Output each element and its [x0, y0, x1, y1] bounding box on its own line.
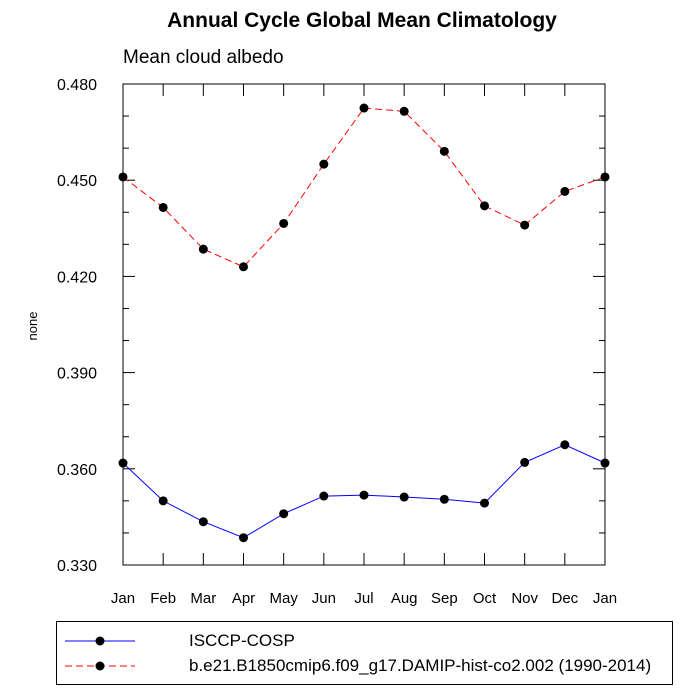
x-tick-label: Mar: [190, 590, 216, 607]
x-tick-label: May: [269, 590, 298, 607]
x-tick-label: Oct: [473, 590, 497, 607]
x-tick-label: Nov: [511, 590, 538, 607]
series-2-point: [439, 146, 449, 156]
x-tick-label: Apr: [232, 590, 255, 607]
series-1-point: [198, 517, 208, 527]
chart-subtitle: Mean cloud albedo: [123, 47, 284, 68]
x-tick-label: Jan: [593, 590, 617, 607]
legend-label-series-2: b.e21.B1850cmip6.f09_g17.DAMIP-hist-co2.…: [189, 656, 652, 675]
series-2-point: [279, 218, 289, 228]
series-1-point: [118, 458, 128, 468]
x-tick-label: Feb: [150, 590, 176, 607]
y-tick-label: 0.420: [57, 269, 97, 286]
x-tick-label: Dec: [551, 590, 578, 607]
series-1-point: [560, 440, 570, 450]
series-2-point: [480, 201, 489, 211]
x-tick-label: Jun: [312, 590, 336, 607]
series-2-point: [520, 220, 530, 230]
x-tick-label: Jul: [354, 590, 373, 607]
series-1-point: [520, 457, 530, 467]
y-tick-label: 0.450: [57, 173, 97, 190]
legend-swatch-series-2: [65, 661, 135, 671]
series-1-point: [480, 498, 489, 508]
series-2-point: [239, 262, 248, 272]
series-1-point: [319, 491, 329, 501]
series-1-point: [399, 492, 409, 502]
line-chart: 0.330 0.360 0.390 0.420 0.450 0.480 Jan Feb Mar A…: [25, 77, 617, 607]
series-2-point: [600, 172, 610, 182]
x-tick-label: Sep: [431, 590, 458, 607]
series-1-point: [158, 496, 168, 506]
y-axis-label: none: [25, 312, 40, 341]
series-2-point: [198, 244, 208, 254]
x-tick-label: Aug: [391, 590, 418, 607]
series-1-point: [279, 509, 289, 519]
series-1-point: [600, 458, 610, 468]
y-tick-label: 0.480: [57, 77, 97, 94]
series-2-point: [319, 159, 329, 169]
series-1-point: [359, 490, 369, 500]
y-tick-label: 0.390: [57, 366, 97, 383]
series-2-point: [158, 202, 168, 212]
series-1-point: [239, 533, 248, 543]
series-1-point: [439, 494, 449, 504]
series-2-point: [118, 172, 128, 182]
y-tick-label: 0.360: [57, 462, 97, 479]
chart-title: Annual Cycle Global Mean Climatology: [167, 9, 557, 32]
legend-label-series-1: ISCCP-COSP: [189, 631, 295, 650]
series-line-2: [122, 107, 606, 268]
x-tick-label: Jan: [111, 590, 135, 607]
series-2-point: [399, 106, 409, 116]
y-tick-label: 0.330: [57, 558, 97, 575]
series-2-point: [359, 103, 369, 113]
series-2-point: [560, 186, 570, 196]
legend: ISCCP-COSP b.e21.B1850cmip6.f09_g17.DAMI…: [56, 621, 673, 685]
legend-swatch-series-1: [65, 636, 135, 646]
